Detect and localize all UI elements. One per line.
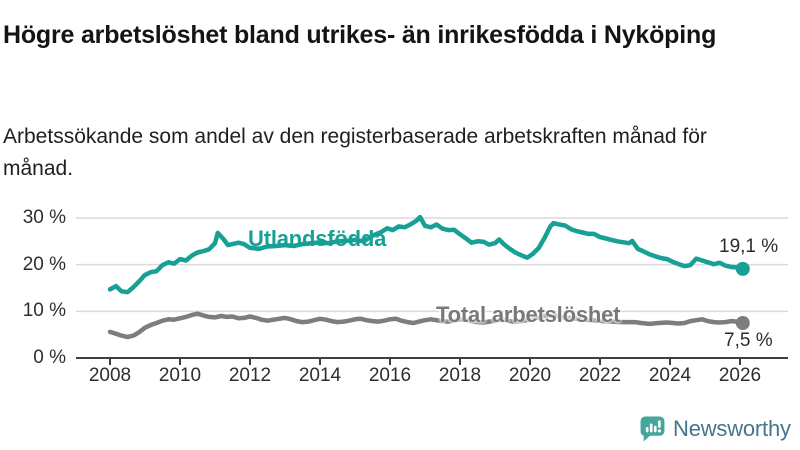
exclamation-stem — [658, 420, 661, 428]
line-series-1 — [107, 311, 746, 340]
x-tick-label: 2022 — [578, 365, 622, 386]
bar-1 — [645, 426, 649, 433]
x-tick-label: 2008 — [88, 365, 132, 386]
end-dot-series-0 — [735, 261, 750, 276]
exclamation-dot — [657, 429, 661, 433]
x-tick-label: 2010 — [158, 365, 202, 386]
bar-2 — [649, 423, 653, 433]
subtitle: Arbetssökande som andel av den registerb… — [3, 125, 707, 180]
x-tick-label: 2012 — [228, 365, 272, 386]
bar-3 — [653, 425, 657, 433]
x-tick-label: 2024 — [648, 365, 692, 386]
end-value-label-utlandsfodda: 19,1 % — [719, 236, 779, 257]
line-series-0 — [107, 214, 746, 295]
x-tick-label: 2016 — [368, 365, 412, 386]
newsworthy-wordmark: Newsworthy — [673, 415, 791, 441]
end-dot-series-1 — [735, 315, 750, 330]
y-tick-label: 0 % — [33, 347, 66, 368]
newsworthy-icon — [640, 416, 665, 442]
series-label-total-arbetsloshet: Total arbetslöshet — [436, 302, 621, 327]
y-tick-label: 20 % — [22, 253, 66, 275]
y-tick-label: 10 % — [22, 300, 66, 322]
x-tick-label: 2018 — [438, 365, 482, 386]
series-label-utlandsfodda: Utlandsfödda — [248, 226, 387, 251]
x-tick-label: 2014 — [298, 365, 342, 386]
x-tick-label: 2026 — [718, 365, 762, 386]
page-title: Högre arbetslöshet bland utrikes- än inr… — [3, 20, 717, 49]
x-tick-label: 2020 — [508, 365, 552, 386]
newsworthy-logo[interactable]: Newsworthy — [639, 415, 791, 442]
y-tick-label: 30 % — [22, 206, 66, 228]
end-value-label-total: 7,5 % — [724, 330, 773, 351]
